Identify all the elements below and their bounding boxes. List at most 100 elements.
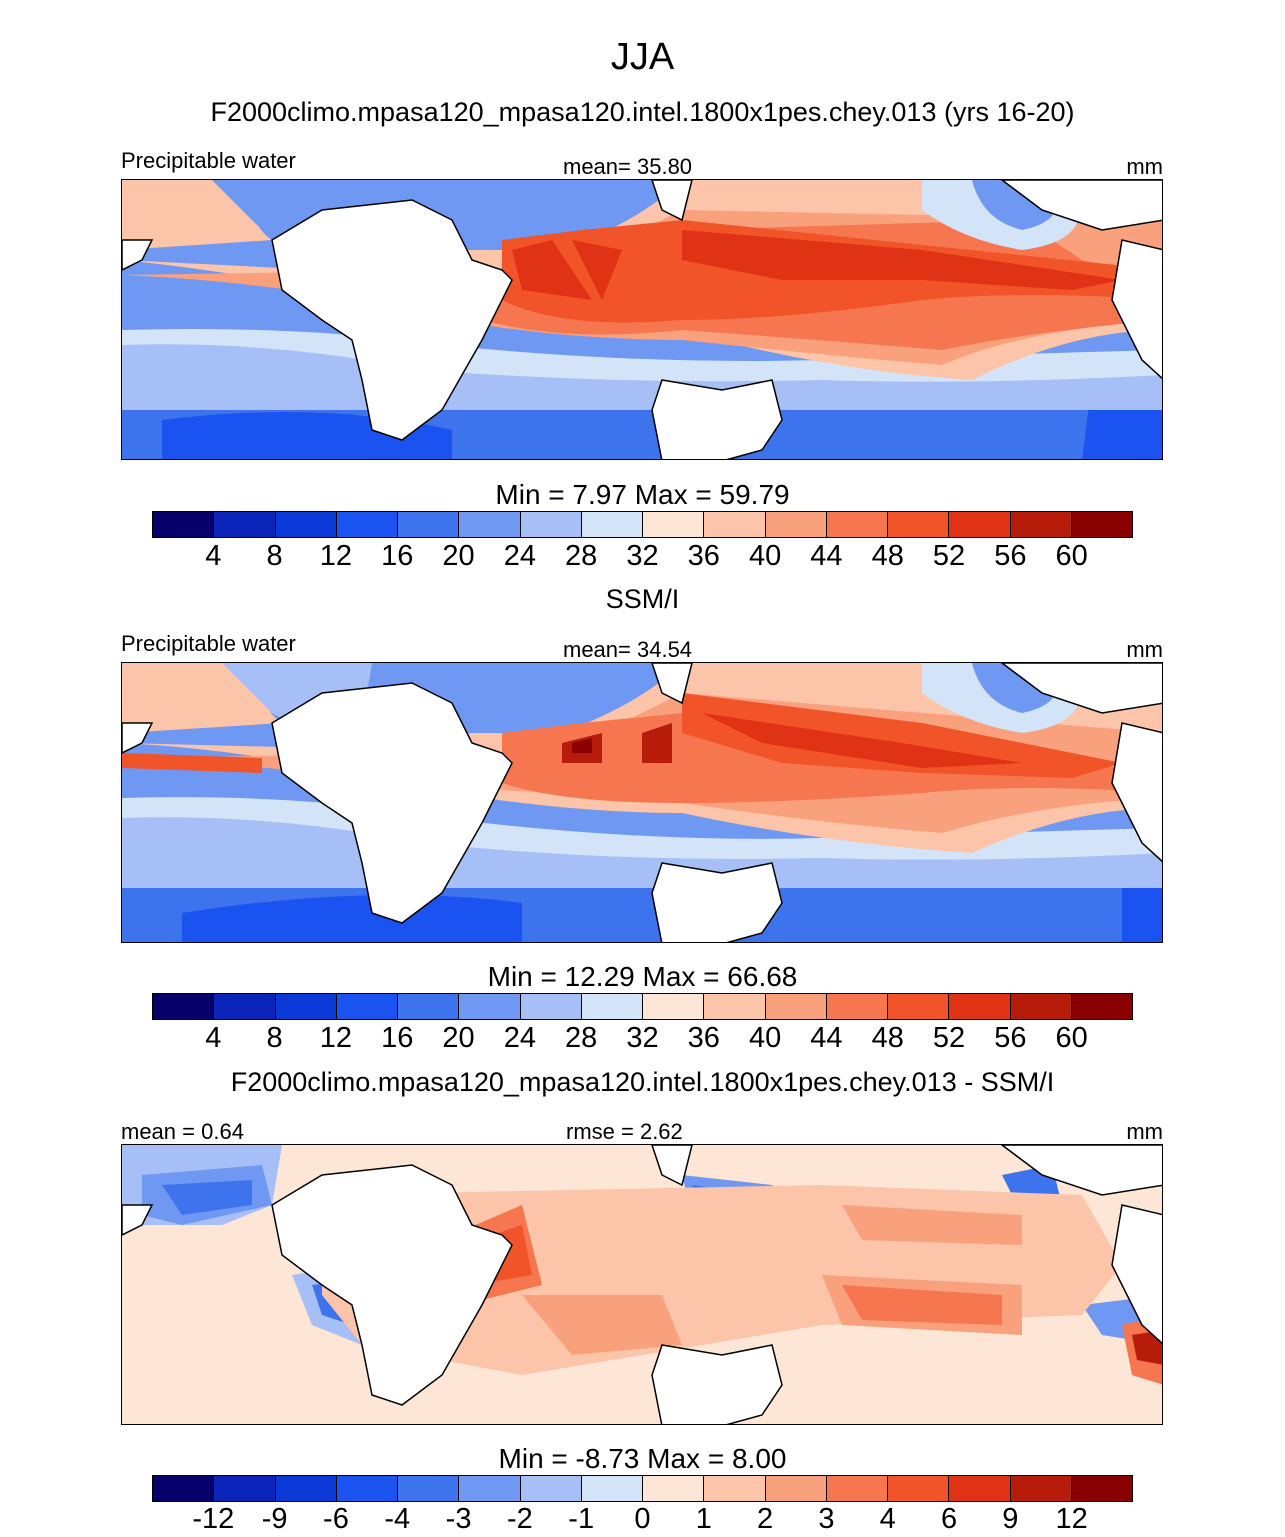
- colorbar-swatch: [826, 1476, 888, 1501]
- colorbar-tick-label: 20: [442, 1022, 475, 1054]
- colorbar-swatch: [459, 512, 521, 537]
- colorbar-swatch: [520, 1476, 582, 1501]
- panel3-subtitle: F2000climo.mpasa120_mpasa120.intel.1800x…: [230, 1067, 1055, 1097]
- colorbar-tick-label: 20: [442, 540, 475, 572]
- colorbar-swatch: [765, 1476, 827, 1501]
- colorbar-tick-label: 28: [565, 1022, 598, 1054]
- panel1-colorbar: [152, 511, 1133, 538]
- colorbar-tick-label: 0: [634, 1503, 651, 1535]
- panel1-units-label: mm: [1126, 154, 1163, 179]
- colorbar-tick-label: 1: [695, 1503, 712, 1535]
- colorbar-tick-label: 32: [626, 540, 659, 572]
- colorbar-swatch: [643, 994, 705, 1019]
- panel3-units-label: mm: [1126, 1119, 1163, 1144]
- colorbar-swatch: [765, 512, 827, 537]
- colorbar-swatch: [336, 1476, 398, 1501]
- colorbar-swatch: [398, 994, 460, 1019]
- colorbar-swatch: [398, 1476, 460, 1501]
- panel2-colorbar: [152, 993, 1133, 1020]
- colorbar-tick-label: 44: [810, 1022, 843, 1054]
- colorbar-swatch: [581, 994, 643, 1019]
- colorbar-tick-label: 24: [503, 1022, 537, 1054]
- colorbar-tick-label: 52: [932, 540, 966, 572]
- colorbar-swatch: [704, 994, 766, 1019]
- panel3-minmax: Min = -8.73 Max = 8.00: [498, 1443, 787, 1474]
- colorbar-tick-label: -12: [192, 1503, 235, 1535]
- colorbar-tick-label: -9: [261, 1503, 288, 1535]
- colorbar-tick-label: 4: [205, 1022, 222, 1054]
- colorbar-swatch: [888, 1476, 950, 1501]
- colorbar-swatch: [336, 994, 398, 1019]
- panel2-variable-label: Precipitable water: [121, 631, 296, 656]
- panel2-subtitle: SSM/I: [605, 584, 680, 614]
- colorbar-tick-label: 48: [871, 1022, 904, 1054]
- colorbar-tick-label: 4: [205, 540, 222, 572]
- colorbar-swatch: [643, 1476, 705, 1501]
- colorbar-tick-label: 52: [932, 1022, 966, 1054]
- colorbar-swatch: [1071, 1476, 1132, 1501]
- colorbar-tick-label: 44: [810, 540, 843, 572]
- colorbar-tick-label: 40: [748, 1022, 782, 1054]
- colorbar-swatch: [275, 994, 337, 1019]
- colorbar-tick-label: 2: [757, 1503, 774, 1535]
- colorbar-swatch: [398, 512, 460, 537]
- page-title: JJA: [610, 36, 675, 78]
- colorbar-swatch: [520, 994, 582, 1019]
- colorbar-tick-label: 28: [565, 540, 598, 572]
- colorbar-tick-label: 12: [1055, 1503, 1088, 1535]
- colorbar-swatch: [1010, 994, 1072, 1019]
- colorbar-swatch: [214, 1476, 276, 1501]
- colorbar-tick-label: 60: [1055, 540, 1088, 572]
- colorbar-swatch: [581, 1476, 643, 1501]
- colorbar-tick-label: 8: [266, 1022, 283, 1054]
- colorbar-swatch: [888, 512, 950, 537]
- colorbar-tick-label: 16: [381, 540, 414, 572]
- panel2-units-label: mm: [1126, 637, 1163, 662]
- panel3-colorbar-ticks: -12 -9 -6 -4 -3 -2 -1 0 1 2 3 4 6 9 12: [152, 1503, 1133, 1535]
- panel1-subtitle: F2000climo.mpasa120_mpasa120.intel.1800x…: [210, 97, 1075, 127]
- panel2-colorbar-ticks: 4 8 12 16 20 24 28 32 36 40 44 48 52 56 60: [152, 1022, 1133, 1054]
- colorbar-swatch: [153, 512, 215, 537]
- colorbar-tick-label: -6: [323, 1503, 349, 1535]
- colorbar-swatch: [1010, 512, 1072, 537]
- colorbar-swatch: [1071, 994, 1132, 1019]
- panel2-minmax: Min = 12.29 Max = 66.68: [487, 961, 798, 992]
- panel3-map: [121, 1144, 1163, 1425]
- panel3-mean-label: mean = 0.64: [121, 1119, 244, 1144]
- colorbar-swatch: [520, 512, 582, 537]
- colorbar-tick-label: 56: [994, 1022, 1027, 1054]
- panel2-mean-label: mean= 34.54: [563, 637, 693, 662]
- colorbar-swatch: [459, 994, 521, 1019]
- colorbar-swatch: [214, 512, 276, 537]
- panel1-variable-label: Precipitable water: [121, 148, 296, 173]
- colorbar-swatch: [643, 512, 705, 537]
- colorbar-swatch: [949, 1476, 1011, 1501]
- colorbar-swatch: [214, 994, 276, 1019]
- panel3-colorbar: [152, 1475, 1133, 1502]
- colorbar-tick-label: 8: [266, 540, 283, 572]
- colorbar-tick-label: 32: [626, 1022, 659, 1054]
- panel2-map: [121, 662, 1163, 943]
- colorbar-tick-label: 3: [818, 1503, 835, 1535]
- colorbar-swatch: [704, 512, 766, 537]
- colorbar-tick-label: 6: [940, 1503, 958, 1535]
- panel1-colorbar-ticks: 4 8 12 16 20 24 28 32 36 40 44 48 52 56 60: [152, 540, 1133, 572]
- colorbar-swatch: [336, 512, 398, 537]
- colorbar-swatch: [704, 1476, 766, 1501]
- colorbar-swatch: [949, 994, 1011, 1019]
- colorbar-swatch: [826, 512, 888, 537]
- colorbar-tick-label: -4: [384, 1503, 411, 1535]
- colorbar-tick-label: 16: [381, 1022, 414, 1054]
- colorbar-swatch: [1071, 512, 1132, 537]
- colorbar-tick-label: -2: [506, 1503, 533, 1535]
- colorbar-tick-label: 4: [879, 1503, 896, 1535]
- colorbar-swatch: [765, 994, 827, 1019]
- colorbar-tick-label: -3: [445, 1503, 472, 1535]
- colorbar-tick-label: 48: [871, 540, 904, 572]
- panel3-rmse-label: rmse = 2.62: [566, 1119, 683, 1144]
- colorbar-tick-label: 60: [1055, 1022, 1088, 1054]
- colorbar-tick-label: 36: [687, 540, 720, 572]
- panel1-minmax: Min = 7.97 Max = 59.79: [495, 479, 790, 510]
- colorbar-tick-label: -1: [568, 1503, 595, 1535]
- colorbar-swatch: [459, 1476, 521, 1501]
